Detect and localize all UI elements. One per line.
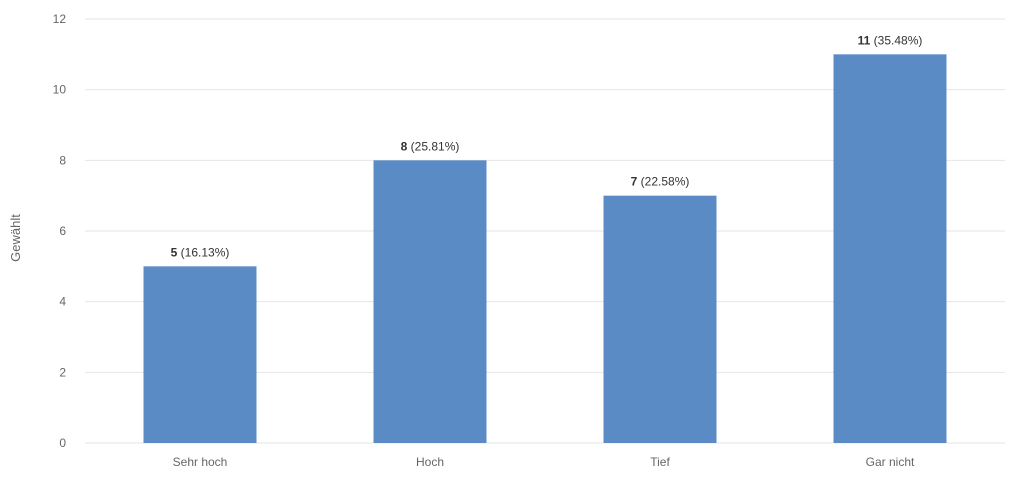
data-label-percent: (25.81%) [407, 139, 459, 153]
data-label: 5 (16.13%) [171, 245, 230, 259]
bar-sehr-hoch [143, 266, 257, 443]
y-tick-labels: 0 2 4 6 8 10 12 [53, 12, 67, 450]
x-tick-labels: Sehr hoch Hoch Tief Gar nicht [173, 455, 915, 469]
x-tick-label: Gar nicht [866, 455, 915, 469]
data-label: 11 (35.48%) [858, 33, 923, 47]
x-tick-label: Tief [650, 455, 670, 469]
bar-hoch [373, 160, 487, 444]
data-labels: 5 (16.13%) 8 (25.81%) 7 (22.58%) 11 (35.48%… [171, 33, 923, 259]
y-tick-label: 10 [53, 83, 67, 97]
bar-gar-nicht [833, 54, 947, 443]
y-tick-label: 2 [59, 365, 66, 379]
data-label: 7 (22.58%) [631, 175, 690, 189]
data-label-percent: (16.13%) [177, 245, 229, 259]
data-label-value: 11 [858, 33, 871, 47]
y-tick-label: 8 [59, 153, 66, 167]
y-tick-label: 6 [59, 224, 66, 238]
data-label-value: 7 [631, 175, 638, 189]
data-label: 8 (25.81%) [401, 139, 460, 153]
bars [143, 54, 947, 444]
bar-tief [603, 195, 717, 443]
data-label-value: 8 [401, 139, 408, 153]
x-tick-label: Hoch [416, 455, 444, 469]
data-label-value: 5 [171, 245, 178, 259]
x-tick-label: Sehr hoch [173, 455, 228, 469]
y-tick-label: 0 [59, 436, 66, 450]
y-tick-label: 12 [53, 12, 67, 26]
y-axis-label: Gewählt [8, 214, 23, 262]
data-label-percent: (22.58%) [637, 175, 689, 189]
data-label-percent: (35.48%) [870, 33, 922, 47]
y-tick-label: 4 [59, 295, 66, 309]
